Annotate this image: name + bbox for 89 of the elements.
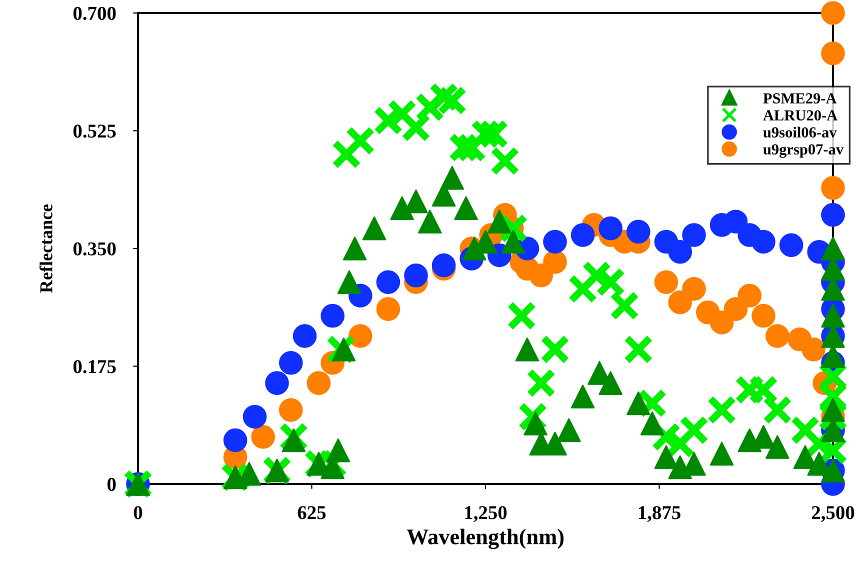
point bbox=[432, 253, 456, 278]
point bbox=[540, 334, 570, 364]
point bbox=[766, 324, 790, 348]
point bbox=[638, 388, 667, 418]
point bbox=[251, 425, 275, 449]
point bbox=[821, 41, 845, 66]
point bbox=[790, 416, 820, 445]
point bbox=[821, 236, 845, 260]
point bbox=[524, 412, 548, 436]
x-tick-label: 0 bbox=[134, 506, 142, 520]
point bbox=[821, 176, 845, 200]
point bbox=[515, 338, 540, 362]
point bbox=[682, 223, 706, 247]
y-tick-label: 0 bbox=[107, 478, 116, 491]
y-axis-title: Reflectance bbox=[40, 204, 52, 293]
point bbox=[582, 260, 612, 290]
legend-label: u9soil06-av bbox=[763, 126, 837, 138]
point bbox=[707, 395, 736, 425]
point bbox=[488, 210, 512, 234]
point bbox=[429, 82, 458, 112]
point bbox=[557, 418, 581, 442]
y-tick-label: 0.175 bbox=[73, 360, 116, 374]
point bbox=[724, 297, 748, 321]
point bbox=[802, 338, 826, 362]
point bbox=[376, 270, 400, 294]
point bbox=[418, 210, 442, 234]
point bbox=[821, 1, 845, 25]
point bbox=[223, 428, 248, 452]
point bbox=[342, 236, 367, 260]
point bbox=[265, 371, 289, 395]
point bbox=[598, 216, 622, 240]
x-tick-label: 2,500 bbox=[812, 506, 854, 522]
point bbox=[404, 264, 428, 288]
point bbox=[738, 284, 762, 308]
x-tick-label: 625 bbox=[298, 506, 326, 520]
point bbox=[490, 146, 520, 176]
point bbox=[626, 391, 650, 416]
point bbox=[529, 264, 553, 288]
point bbox=[506, 301, 536, 330]
point bbox=[306, 371, 331, 395]
x-tick-label: 1,250 bbox=[465, 506, 507, 522]
point bbox=[668, 290, 692, 314]
point bbox=[332, 338, 356, 362]
point bbox=[279, 398, 303, 422]
point bbox=[654, 270, 678, 294]
point bbox=[526, 368, 556, 398]
point bbox=[766, 435, 790, 459]
point bbox=[598, 371, 622, 395]
x-axis-title: Wavelength(nm) bbox=[406, 528, 564, 550]
point bbox=[682, 276, 706, 301]
point bbox=[543, 250, 567, 274]
legend-label: PSME29-A bbox=[763, 93, 837, 104]
x-tick-label: 1,875 bbox=[638, 506, 680, 522]
legend-label: ALRU20-A bbox=[763, 110, 838, 121]
point bbox=[282, 428, 306, 452]
legend-label: u9grsp07-av bbox=[763, 144, 844, 158]
point bbox=[346, 126, 376, 156]
point bbox=[292, 324, 317, 348]
point bbox=[710, 442, 734, 466]
point bbox=[752, 230, 776, 254]
point bbox=[376, 297, 400, 321]
point bbox=[440, 166, 464, 190]
point bbox=[348, 324, 372, 348]
point bbox=[501, 230, 526, 254]
point bbox=[570, 223, 595, 247]
point bbox=[570, 384, 595, 408]
y-tick-label: 0.350 bbox=[73, 242, 116, 256]
point bbox=[640, 412, 664, 436]
point bbox=[626, 220, 650, 244]
point bbox=[337, 270, 362, 294]
point bbox=[821, 398, 845, 422]
point bbox=[752, 304, 776, 328]
point bbox=[624, 334, 654, 364]
point bbox=[610, 291, 640, 320]
point bbox=[279, 350, 303, 375]
point bbox=[362, 216, 386, 240]
point bbox=[320, 304, 344, 328]
point bbox=[326, 438, 350, 462]
point bbox=[668, 240, 692, 264]
y-tick-label: 0.700 bbox=[73, 6, 116, 20]
point bbox=[710, 310, 734, 334]
point bbox=[242, 404, 267, 429]
point bbox=[543, 230, 567, 254]
point bbox=[821, 304, 845, 328]
point bbox=[332, 140, 362, 169]
point bbox=[762, 395, 792, 425]
point bbox=[454, 196, 478, 220]
y-tick-label: 0.525 bbox=[73, 124, 116, 138]
point bbox=[779, 233, 804, 258]
